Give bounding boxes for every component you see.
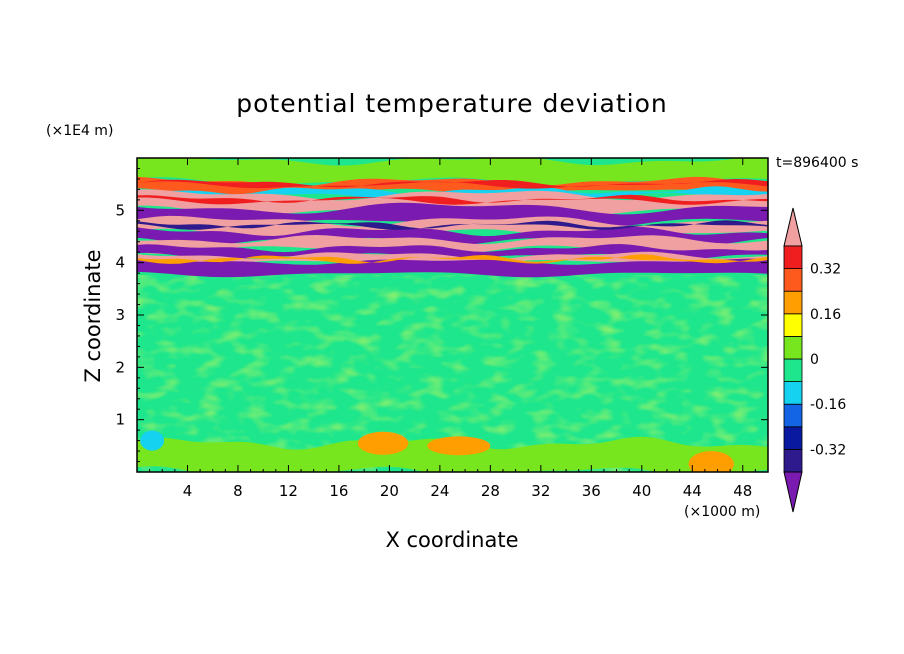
colorbar-under-triangle — [783, 471, 803, 513]
field-streak — [137, 194, 768, 205]
chart-title: potential temperature deviation — [236, 89, 667, 118]
colorbar: 0.32 0.16 0 -0.16 -0.32 — [783, 207, 846, 513]
field-band-upper-11 — [137, 258, 768, 278]
colorbar-segment — [783, 268, 803, 292]
y-tick-label: 4 — [115, 254, 125, 272]
x-tick-label: 8 — [233, 482, 243, 500]
colorbar-label: -0.32 — [810, 442, 846, 458]
x-axis-ticks: 4 8 12 16 20 24 28 32 36 40 44 48 — [149, 158, 756, 500]
colorbar-label: 0.32 — [810, 262, 841, 278]
colorbar-segment — [783, 290, 803, 315]
x-tick-label: 32 — [531, 482, 550, 500]
colorbar-segment — [783, 426, 803, 450]
y-tick-label: 3 — [115, 306, 125, 324]
field-band-upper-1 — [137, 158, 768, 186]
y-tick-label: 5 — [115, 201, 125, 219]
colorbar-label: -0.16 — [810, 397, 846, 413]
field-streak — [137, 220, 768, 230]
time-label: t=896400 s — [776, 155, 858, 171]
x-tick-label: 48 — [733, 482, 752, 500]
x-tick-label: 40 — [632, 482, 651, 500]
field-band-upper-2 — [137, 176, 768, 197]
field-band-upper-9 — [137, 244, 768, 261]
colorbar-segment — [783, 313, 803, 337]
plot-area — [137, 158, 768, 472]
x-tick-label: 20 — [380, 482, 399, 500]
field-layers — [137, 158, 768, 472]
colorbar-segment — [783, 403, 803, 428]
field-patch-positive — [688, 451, 734, 472]
colorbar-segment — [783, 335, 803, 360]
colorbar-segment — [783, 448, 803, 473]
colorbar-segment — [783, 381, 803, 405]
x-tick-label: 24 — [430, 482, 449, 500]
x-unit-label: (×1000 m) — [684, 504, 760, 520]
field-band-upper-7 — [137, 226, 768, 246]
y-tick-label: 1 — [115, 411, 125, 429]
colorbar-segment — [783, 358, 803, 383]
x-tick-label: 44 — [683, 482, 702, 500]
y-axis-ticks: 1 2 3 4 5 — [115, 167, 768, 463]
y-axis-label: Z coordinate — [81, 249, 105, 382]
field-band-upper-8 — [137, 235, 768, 255]
field-streak — [137, 179, 768, 189]
y-unit-label: (×1E4 m) — [46, 123, 113, 139]
field-band-upper-5 — [137, 202, 768, 230]
colorbar-label: 0 — [810, 352, 819, 368]
field-streak — [137, 254, 768, 264]
y-tick-label: 2 — [115, 358, 125, 376]
colorbar-segment — [783, 245, 803, 270]
x-tick-label: 36 — [582, 482, 601, 500]
x-axis-label: X coordinate — [385, 528, 518, 552]
x-tick-label: 12 — [279, 482, 298, 500]
field-patch-positive — [357, 431, 409, 455]
x-tick-label: 16 — [329, 482, 348, 500]
field-patch-positive — [427, 436, 491, 456]
field-patch-negative — [140, 430, 165, 451]
colorbar-label: 0.16 — [810, 307, 841, 323]
x-tick-label: 28 — [481, 482, 500, 500]
colorbar-over-triangle — [783, 207, 803, 247]
x-tick-label: 4 — [183, 482, 193, 500]
